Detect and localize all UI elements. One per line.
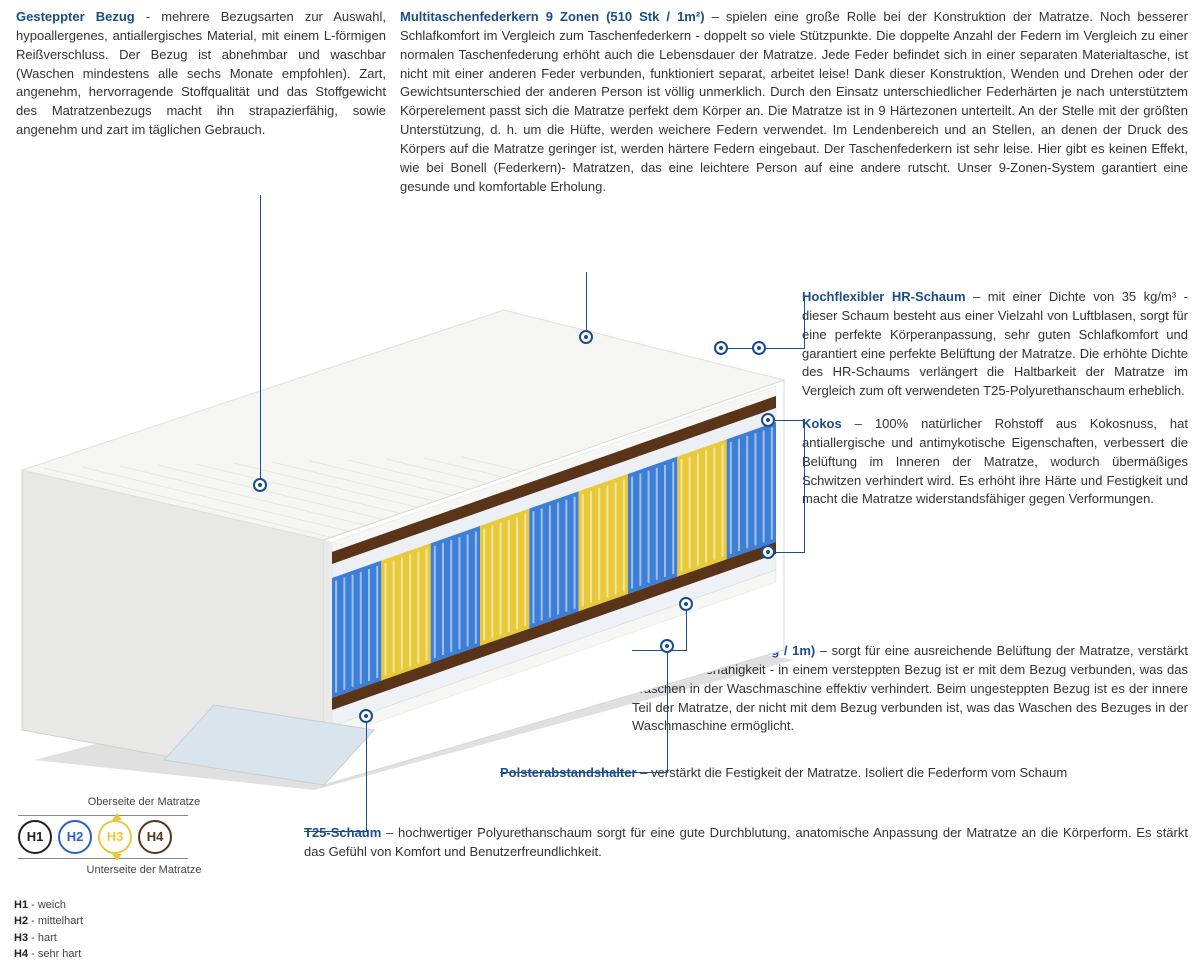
section-cover: Gesteppter Bezug - mehrere Bezugsarten z… — [16, 8, 386, 196]
connector-line — [260, 195, 261, 485]
marker-dot — [359, 709, 373, 723]
legend-row: H2 - mittelhart — [14, 913, 274, 930]
connector-line — [632, 650, 687, 651]
title-kokos: Kokos — [802, 416, 842, 431]
hardness-badge: H3 — [98, 820, 132, 854]
section-t25: T25-Schaum – hochwertiger Polyurethansch… — [304, 824, 1188, 862]
text-t25: hochwertiger Polyurethanschaum sorgt für… — [304, 825, 1188, 859]
marker-dot — [752, 341, 766, 355]
text-hr-foam: - dieser Schaum besteht aus einer Vielza… — [802, 289, 1188, 398]
legend-row: H1 - weich — [14, 897, 274, 914]
mattress-illustration — [14, 290, 804, 790]
marker-dot — [660, 639, 674, 653]
connector-line — [586, 272, 587, 336]
legend-top-label: Oberseite der Matratze — [14, 795, 274, 811]
hardness-badge: H1 — [18, 820, 52, 854]
connector-line — [366, 716, 367, 831]
connector-line — [500, 772, 668, 773]
title-t25: T25-Schaum — [304, 825, 381, 840]
connector-line — [804, 420, 805, 553]
legend-bottom-label: Unterseite der Matratze — [14, 863, 274, 879]
title-cover: Gesteppter Bezug — [16, 9, 135, 24]
section-springs: Multitaschenfederkern 9 Zonen (510 Stk /… — [400, 8, 1188, 196]
title-springs: Multitaschenfederkern 9 Zonen (510 Stk /… — [400, 9, 705, 24]
text-cover: mehrere Bezugsarten zur Auswahl, hypoall… — [16, 9, 386, 137]
hardness-badge: H2 — [58, 820, 92, 854]
text-springs: spielen eine große Rolle bei der Konstru… — [400, 9, 1188, 194]
marker-dot — [761, 545, 775, 559]
connector-line — [804, 484, 810, 485]
marker-dot — [679, 597, 693, 611]
section-hr-foam: Hochflexibler HR-Schaum – mit einer Dich… — [802, 288, 1188, 401]
connector-line — [667, 646, 668, 773]
marker-dot — [714, 341, 728, 355]
hardness-badge: H4 — [138, 820, 172, 854]
section-kokos: Kokos – 100% natürlicher Rohstoff aus Ko… — [802, 415, 1188, 509]
legend-row: H3 - hart — [14, 930, 274, 947]
marker-dot — [253, 478, 267, 492]
marker-dot — [761, 413, 775, 427]
marker-dot — [579, 330, 593, 344]
legend-row: H4 - sehr hart — [14, 946, 274, 963]
hardness-legend: Oberseite der Matratze H1H2H3H4 Untersei… — [14, 795, 274, 963]
connector-line — [804, 296, 805, 349]
title-hr-foam: Hochflexibler HR-Schaum — [802, 289, 966, 304]
connector-line — [304, 831, 367, 832]
